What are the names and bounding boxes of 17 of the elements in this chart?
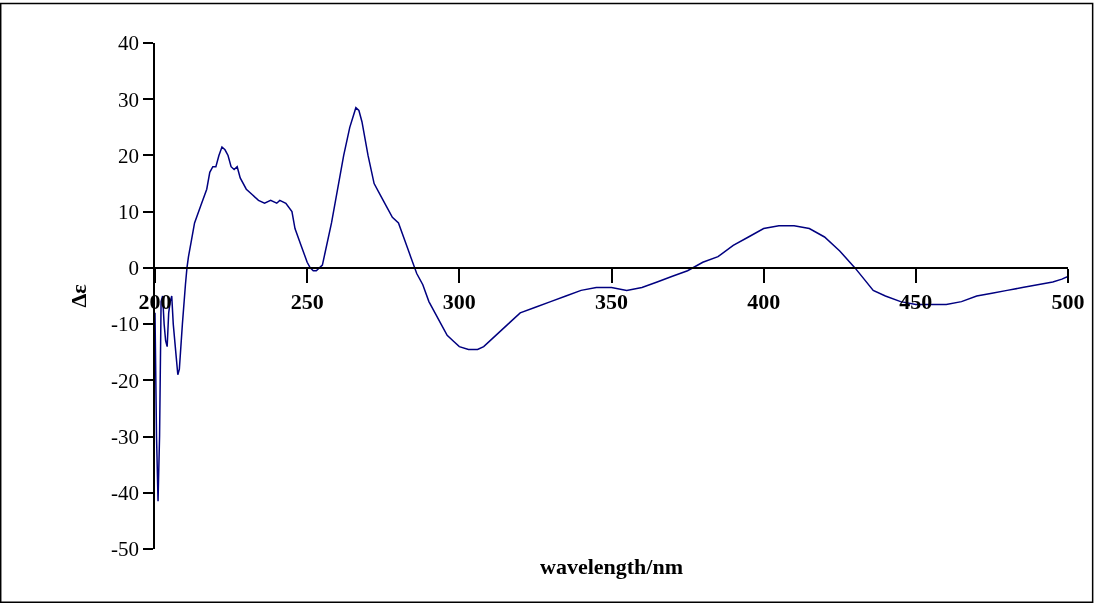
y-tick-label: 0 xyxy=(128,256,140,281)
y-tick-label: -10 xyxy=(111,312,140,337)
x-tick-label: 400 xyxy=(747,289,781,315)
x-tick-label: 300 xyxy=(442,289,476,315)
x-tick-label: 500 xyxy=(1051,289,1085,315)
y-tick-label: 40 xyxy=(118,31,140,56)
y-axis-title: Δε xyxy=(66,284,92,308)
y-tick-label: -40 xyxy=(111,481,140,506)
y-tick-label: -30 xyxy=(111,424,140,449)
y-tick-label: 30 xyxy=(118,87,140,112)
x-tick-label: 250 xyxy=(290,289,324,315)
y-tick-label: -20 xyxy=(111,368,140,393)
y-tick-label: 10 xyxy=(118,200,140,225)
x-axis-title: wavelength/nm xyxy=(540,554,683,579)
x-tick-label: 350 xyxy=(595,289,628,315)
y-tick-label: -50 xyxy=(111,537,140,562)
y-tick-label: 20 xyxy=(118,143,140,168)
